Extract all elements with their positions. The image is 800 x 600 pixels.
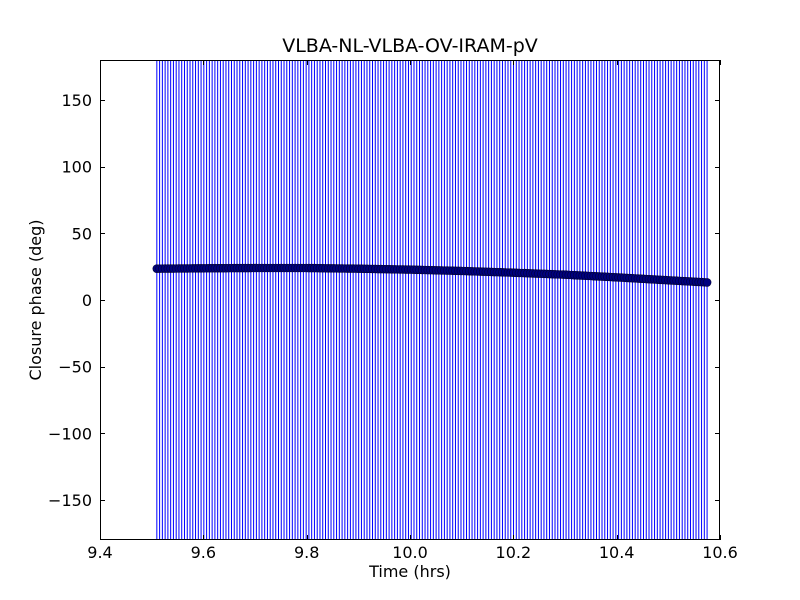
chart-title: VLBA-NL-VLBA-OV-IRAM-pV (282, 35, 538, 57)
x-tick-label: 10.4 (599, 543, 635, 562)
x-tick-label: 9.6 (191, 543, 216, 562)
y-tick-label: 0 (82, 291, 92, 310)
y-tick-label: 100 (61, 158, 92, 177)
y-tick-label: 50 (72, 224, 92, 243)
y-tick-label: −150 (48, 491, 92, 510)
x-axis-ticks: 9.4 9.6 9.8 10.0 10.2 10.4 10.6 (87, 60, 738, 562)
marker-group (152, 263, 712, 287)
y-axis-ticks: −150 −100 −50 0 50 100 150 (48, 91, 720, 510)
y-tick-label: −50 (58, 358, 92, 377)
errorbar-group (156, 60, 708, 540)
x-tick-label: 10.2 (496, 543, 532, 562)
x-tick-label: 9.8 (294, 543, 319, 562)
x-tick-label: 10.6 (702, 543, 738, 562)
x-tick-label: 9.4 (87, 543, 112, 562)
plot-area (100, 60, 720, 540)
x-tick-label: 10.0 (392, 543, 428, 562)
data-point (702, 278, 712, 287)
y-axis-label: Closure phase (deg) (26, 219, 45, 380)
y-tick-label: −100 (48, 424, 92, 443)
x-axis-label: Time (hrs) (368, 562, 451, 581)
y-tick-label: 150 (61, 91, 92, 110)
